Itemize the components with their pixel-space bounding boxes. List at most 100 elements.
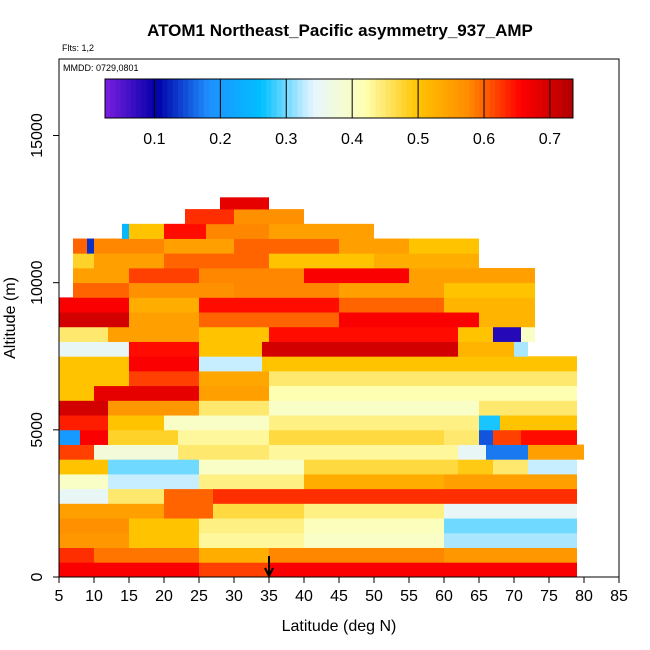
heatmap-cell: [444, 297, 535, 313]
heatmap-cell: [59, 341, 129, 357]
heatmap-cell: [199, 312, 339, 328]
heatmap-cell: [493, 429, 521, 445]
heatmap-cell: [269, 223, 374, 239]
colorbar-swatch: [552, 79, 558, 118]
heatmap-cell: [122, 223, 129, 239]
heatmap-cell: [304, 503, 444, 519]
heatmap-cell: [444, 532, 577, 548]
heatmap-cell: [94, 238, 164, 254]
heatmap-cell: [269, 385, 577, 401]
heatmap-cell: [59, 385, 94, 401]
heatmap-cell: [59, 444, 94, 460]
colorbar-swatch: [219, 79, 226, 118]
heatmap-cell: [73, 253, 94, 269]
colorbar-swatch: [375, 79, 382, 118]
heatmap-cell: [339, 312, 479, 328]
heatmap-cell: [59, 297, 129, 313]
heatmap-cell: [59, 459, 108, 475]
heatmap-cell: [479, 429, 493, 445]
heatmap-cell: [94, 253, 164, 269]
heatmap-cell: [73, 267, 129, 284]
colorbar-swatch: [328, 79, 335, 118]
heatmap-cell: [80, 429, 108, 445]
heatmap-cell: [521, 326, 535, 342]
colorbar-swatch: [437, 79, 444, 118]
heatmap-cell: [199, 473, 304, 490]
y-tick-label: 15000: [29, 113, 46, 158]
colorbar-swatch: [209, 79, 215, 118]
heatmap-cell: [206, 223, 269, 239]
heatmap-cell: [269, 547, 444, 563]
x-tick-label: 30: [225, 588, 243, 605]
colorbar-swatch: [370, 79, 376, 118]
heatmap-cell: [129, 341, 199, 357]
date-label: MMDD: 0729,0801: [63, 63, 139, 73]
heatmap-cell: [220, 197, 269, 210]
heatmap-cell: [164, 223, 206, 239]
heatmap-cell: [108, 459, 199, 475]
heatmap-cell: [458, 444, 486, 460]
heatmap-cell: [59, 356, 129, 372]
heatmap-cell: [94, 547, 199, 563]
colorbar-swatch: [489, 79, 496, 118]
heatmap-cell: [339, 297, 444, 313]
colorbar-swatch: [323, 79, 330, 118]
heatmap-cell: [479, 415, 500, 431]
heatmap-cell: [409, 267, 535, 284]
heatmap-cell: [269, 370, 577, 387]
colorbar-swatch: [115, 79, 122, 118]
colorbar-swatch: [495, 79, 501, 118]
heatmap-cell: [185, 209, 234, 225]
colorbar-swatch: [505, 79, 512, 118]
colorbar-swatch: [261, 79, 267, 118]
colorbar-swatch: [162, 79, 168, 118]
heatmap-cell: [129, 267, 199, 284]
colorbar-swatch: [177, 79, 184, 118]
colorbar-swatch: [380, 79, 387, 118]
colorbar-swatch: [443, 79, 449, 118]
heatmap-cell: [262, 356, 577, 372]
colorbar-swatch: [567, 79, 574, 118]
y-axis: 0 5000 10000 15000: [29, 113, 59, 581]
x-tick-label: 50: [365, 588, 383, 605]
heatmap-cell: [528, 459, 577, 475]
heatmap-cell: [164, 238, 234, 254]
heatmap-cell: [199, 267, 304, 284]
heatmap-cell: [87, 238, 94, 254]
colorbar-swatch: [136, 79, 142, 118]
x-tick-label: 40: [295, 588, 313, 605]
colorbar-swatch: [214, 79, 220, 118]
heatmap-cells: [59, 197, 584, 578]
colorbar-swatch: [120, 79, 127, 118]
colorbar-swatch: [458, 79, 465, 118]
heatmap-cell: [269, 444, 458, 460]
heatmap-cell: [73, 238, 87, 254]
heatmap-cell: [199, 297, 339, 313]
heatmap-cell: [108, 488, 164, 504]
heatmap-cell: [108, 326, 199, 342]
heatmap-cell: [164, 253, 269, 269]
heatmap-cell: [59, 429, 80, 445]
colorbar-swatch: [333, 79, 340, 118]
heatmap-cell: [493, 326, 521, 342]
heatmap-cell: [59, 473, 108, 490]
heatmap-cell: [108, 429, 178, 445]
heatmap-cell: [199, 547, 269, 563]
heatmap-cell: [73, 282, 129, 298]
heatmap-cell: [339, 282, 444, 298]
x-tick-label: 25: [190, 588, 208, 605]
colorbar-swatch: [515, 79, 522, 118]
colorbar-tick-label: 0.1: [143, 131, 165, 148]
heatmap-cell: [178, 429, 269, 445]
colorbar-swatch: [287, 79, 293, 118]
colorbar-swatch: [448, 79, 454, 118]
x-tick-label: 45: [330, 588, 348, 605]
chart-title: ATOM1 Northeast_Pacific asymmetry_937_AM…: [147, 21, 533, 40]
heatmap-cell: [199, 341, 262, 357]
colorbar-tick-label: 0.6: [473, 131, 495, 148]
colorbar-swatch: [359, 79, 366, 118]
colorbar-swatch: [526, 79, 532, 118]
colorbar-swatch: [266, 79, 272, 118]
heatmap-cell: [178, 444, 269, 460]
